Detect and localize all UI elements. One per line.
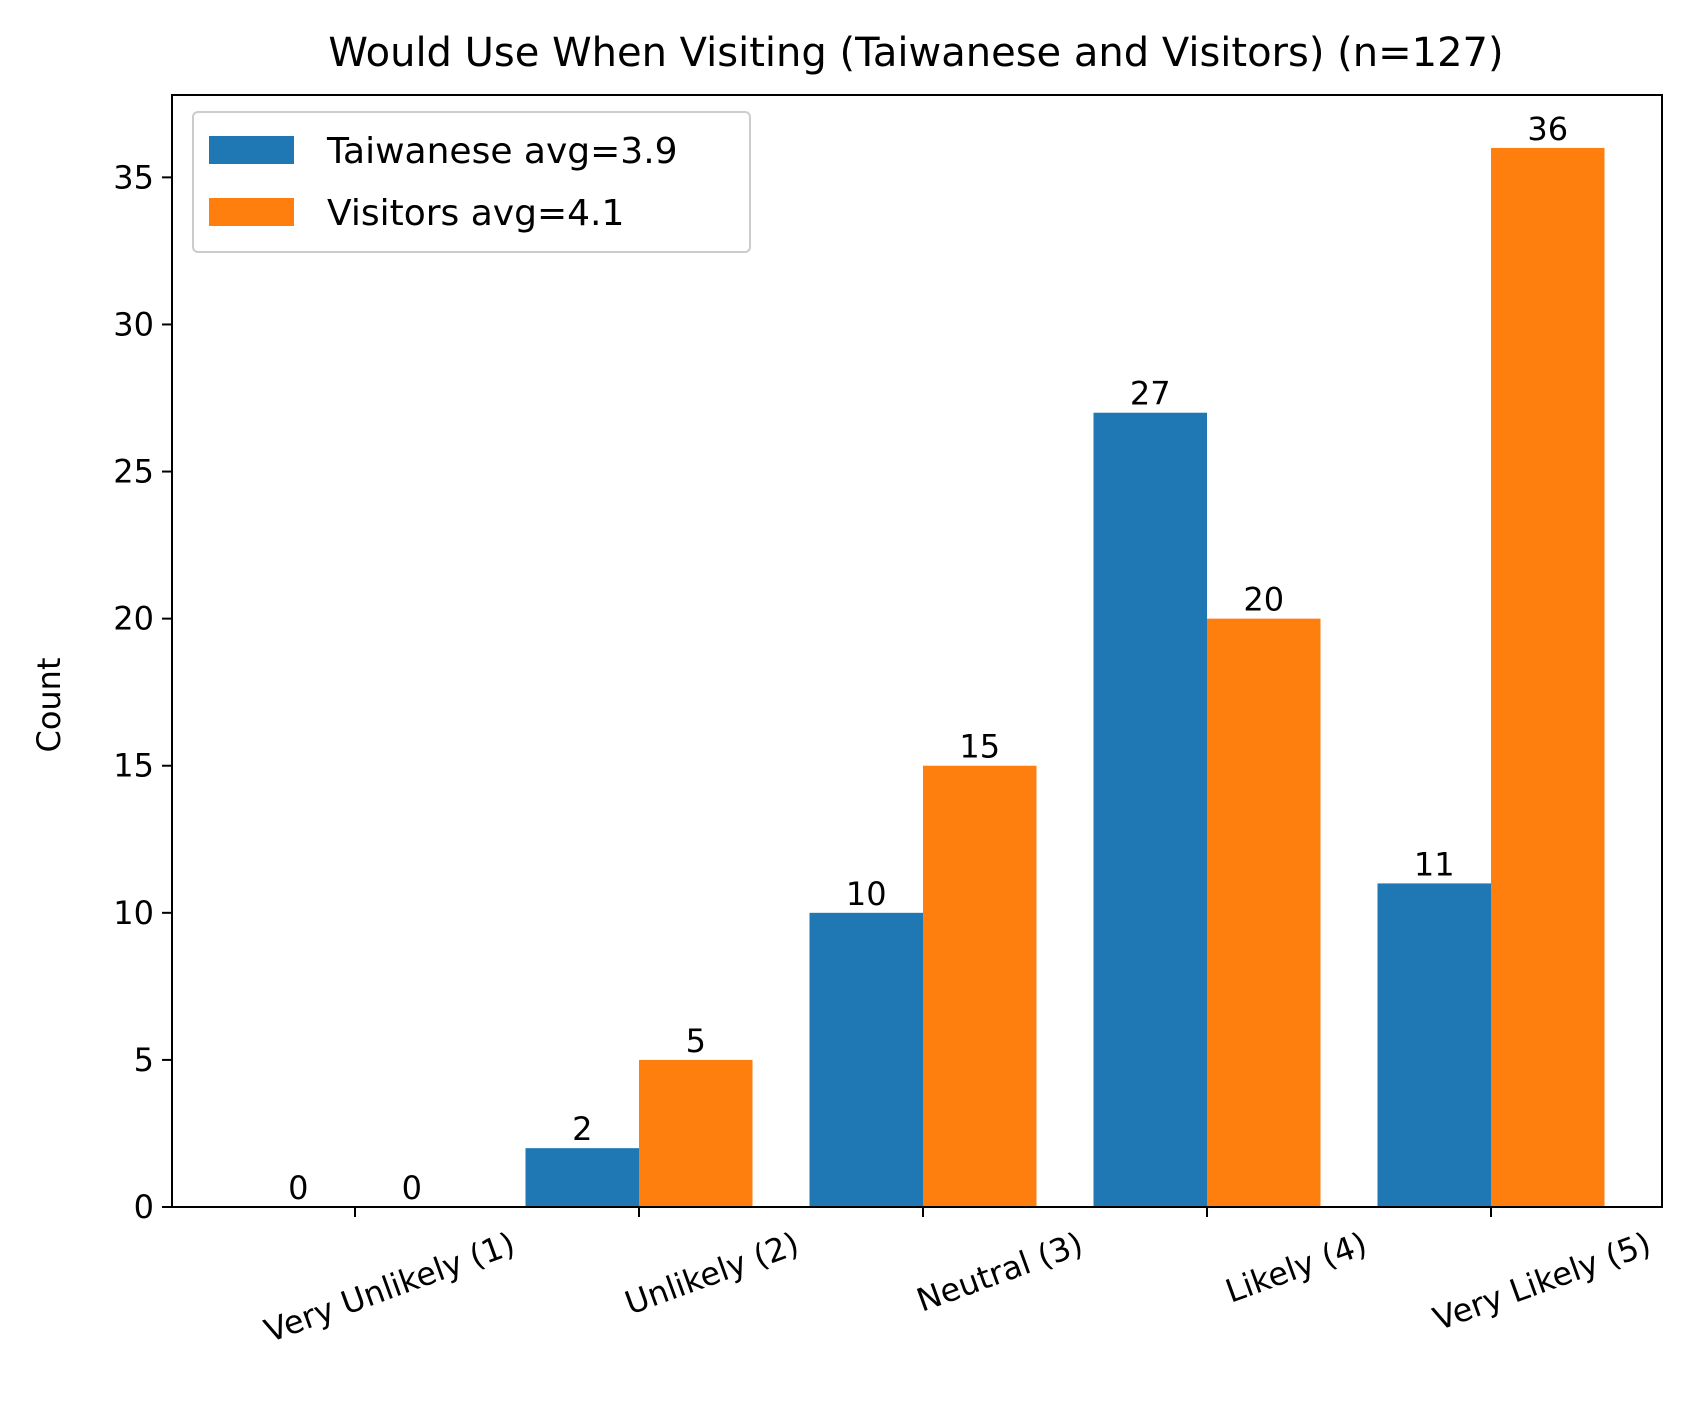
y-axis-label: Count [30, 657, 68, 752]
bar-labels-layer: 0 2 10 27 11 0 5 15 20 36 [288, 110, 1568, 1207]
legend-swatch-taiwanese [209, 136, 294, 164]
bar-value-label: 27 [1130, 375, 1171, 413]
legend-label-taiwanese: Taiwanese avg=3.9 [326, 131, 678, 172]
y-tick-label: 25 [113, 453, 154, 491]
bar-taiwanese-3 [1093, 412, 1207, 1207]
bar-visitors-1 [639, 1059, 753, 1207]
x-tick-label: Very Unlikely (1) [259, 1224, 519, 1350]
x-tick-label: Neutral (3) [912, 1224, 1088, 1319]
bar-value-label: 15 [959, 728, 1000, 766]
x-axis: Very Unlikely (1) Unlikely (2) Neutral (3)… [259, 1207, 1656, 1350]
legend-box [192, 111, 751, 253]
bar-value-label: 0 [288, 1169, 308, 1207]
y-tick-label: 20 [113, 600, 154, 638]
y-tick-label: 0 [134, 1188, 154, 1226]
bar-taiwanese-4 [1377, 883, 1491, 1207]
bars-layer [525, 147, 1605, 1207]
legend: Taiwanese avg=3.9 Visitors avg=4.1 [192, 111, 751, 253]
bar-value-label: 2 [572, 1110, 592, 1148]
y-tick-label: 30 [113, 305, 154, 343]
bar-value-label: 0 [402, 1169, 422, 1207]
x-tick-label: Very Likely (5) [1428, 1224, 1656, 1338]
bar-value-label: 11 [1414, 845, 1455, 883]
x-tick-label: Likely (4) [1221, 1224, 1372, 1310]
legend-swatch-visitors [209, 198, 294, 226]
y-tick-label: 5 [134, 1041, 154, 1079]
bar-visitors-2 [923, 765, 1037, 1207]
bar-taiwanese-2 [809, 912, 923, 1207]
bar-value-label: 20 [1243, 581, 1284, 619]
chart-title: Would Use When Visiting (Taiwanese and V… [328, 30, 1503, 76]
bar-value-label: 10 [846, 875, 887, 913]
legend-label-visitors: Visitors avg=4.1 [327, 193, 624, 234]
y-axis: 0 5 10 15 20 25 30 35 [113, 158, 172, 1226]
y-tick-label: 35 [113, 158, 154, 196]
bar-value-label: 5 [686, 1022, 706, 1060]
y-tick-label: 15 [113, 747, 154, 785]
bar-visitors-3 [1207, 618, 1321, 1207]
bar-value-label: 36 [1527, 110, 1568, 148]
y-tick-label: 10 [113, 894, 154, 932]
bar-visitors-4 [1491, 147, 1605, 1207]
plot-frame [171, 94, 1663, 1208]
bar-taiwanese-1 [525, 1148, 639, 1207]
x-tick-label: Unlikely (2) [620, 1224, 804, 1322]
